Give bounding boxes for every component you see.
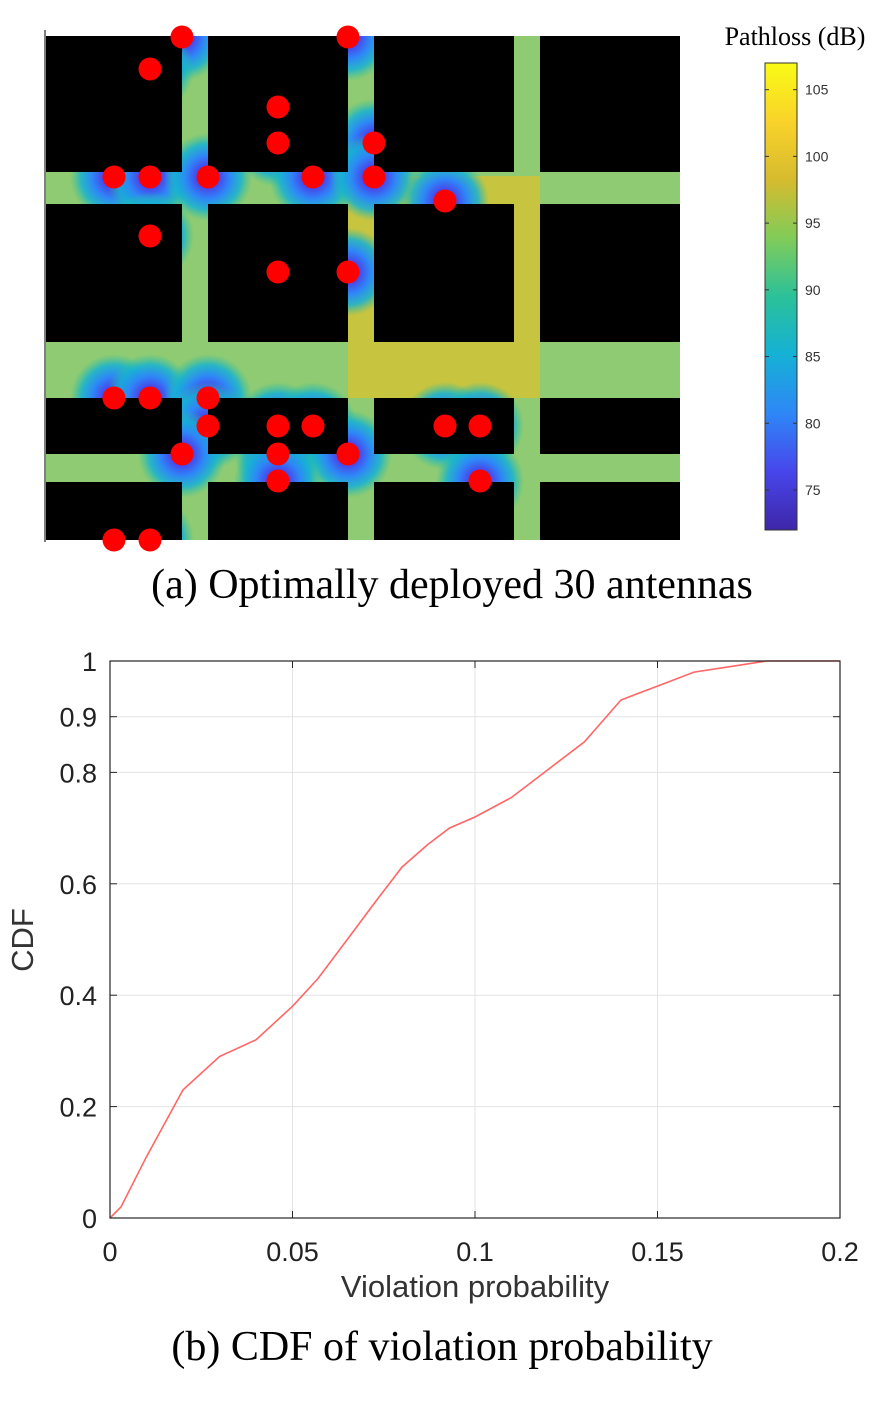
antenna-marker [138,528,162,552]
antenna-marker [433,414,457,438]
y-tick-label: 0 [82,1204,97,1234]
colorbar-tick-label: 80 [805,415,821,431]
building-block [374,36,514,172]
antenna-marker [102,528,126,552]
building-block [374,482,514,540]
colorbar-gradient [764,62,798,531]
antenna-marker [362,165,386,189]
y-tick-label: 0.9 [59,703,97,733]
y-tick-label: 0.4 [59,981,97,1011]
antenna-marker [266,469,290,493]
x-tick-label: 0.05 [266,1237,319,1267]
building-block [540,398,680,454]
antenna-marker [196,386,220,410]
antenna-marker [170,442,194,466]
cdf-line [109,660,840,1219]
antenna-marker [138,57,162,81]
axis-ticks: 0 0.05 0.1 0.15 0.2 0 0.2 0.4 0.6 0.8 0.9 1 [59,647,858,1267]
y-axis-label: CDF [5,908,40,972]
colorbar: Pathloss (dB) 75 80 85 90 95 100 105 [725,22,866,531]
antenna-marker [196,414,220,438]
building-block [46,204,182,342]
antenna-marker [102,165,126,189]
x-tick-label: 0.1 [456,1237,494,1267]
pathloss-heatmap [44,25,680,552]
antenna-marker [266,260,290,284]
antenna-marker [266,131,290,155]
y-tick-label: 0.6 [59,870,97,900]
colorbar-title: Pathloss (dB) [725,22,866,51]
antenna-marker [196,165,220,189]
colorbar-tick-label: 75 [805,482,821,498]
colorbar-tick-label: 90 [805,282,821,298]
x-tick-label: 0 [102,1237,117,1267]
caption-a: (a) Optimally deployed 30 antennas [151,562,753,608]
antenna-marker [336,260,360,284]
antenna-marker [266,442,290,466]
antenna-marker [102,386,126,410]
antenna-marker [468,414,492,438]
x-tick-label: 0.2 [821,1237,859,1267]
x-tick-label: 0.15 [631,1237,684,1267]
antenna-marker [336,25,360,49]
antenna-marker [170,25,194,49]
caption-b: (b) CDF of violation probability [171,1324,712,1370]
antenna-marker [138,224,162,248]
building-block [374,204,514,342]
antenna-marker [433,189,457,213]
x-axis-label: Violation probability [341,1269,610,1304]
building-block [46,36,182,172]
antenna-marker [301,414,325,438]
colorbar-tick-label: 105 [805,82,829,98]
antenna-marker [138,386,162,410]
colorbar-tick-label: 100 [805,148,829,164]
antenna-marker [266,414,290,438]
colorbar-tick-label: 95 [805,215,821,231]
antenna-marker [468,469,492,493]
building-block [540,482,680,540]
antenna-marker [362,131,386,155]
building-block [540,204,680,342]
antenna-marker [336,442,360,466]
antenna-marker [266,95,290,119]
antenna-marker [301,165,325,189]
y-tick-label: 1 [82,647,97,677]
y-tick-label: 0.8 [59,758,97,788]
colorbar-tick-label: 85 [805,349,821,365]
antenna-marker [138,165,162,189]
building-block [540,36,680,172]
colorbar-ticks: 75 80 85 90 95 100 105 [765,82,829,498]
y-tick-label: 0.2 [59,1093,97,1123]
cdf-line-chart: 0 0.05 0.1 0.15 0.2 0 0.2 0.4 0.6 0.8 0.9 1 Violati… [5,647,859,1304]
antenna-markers [102,25,492,552]
